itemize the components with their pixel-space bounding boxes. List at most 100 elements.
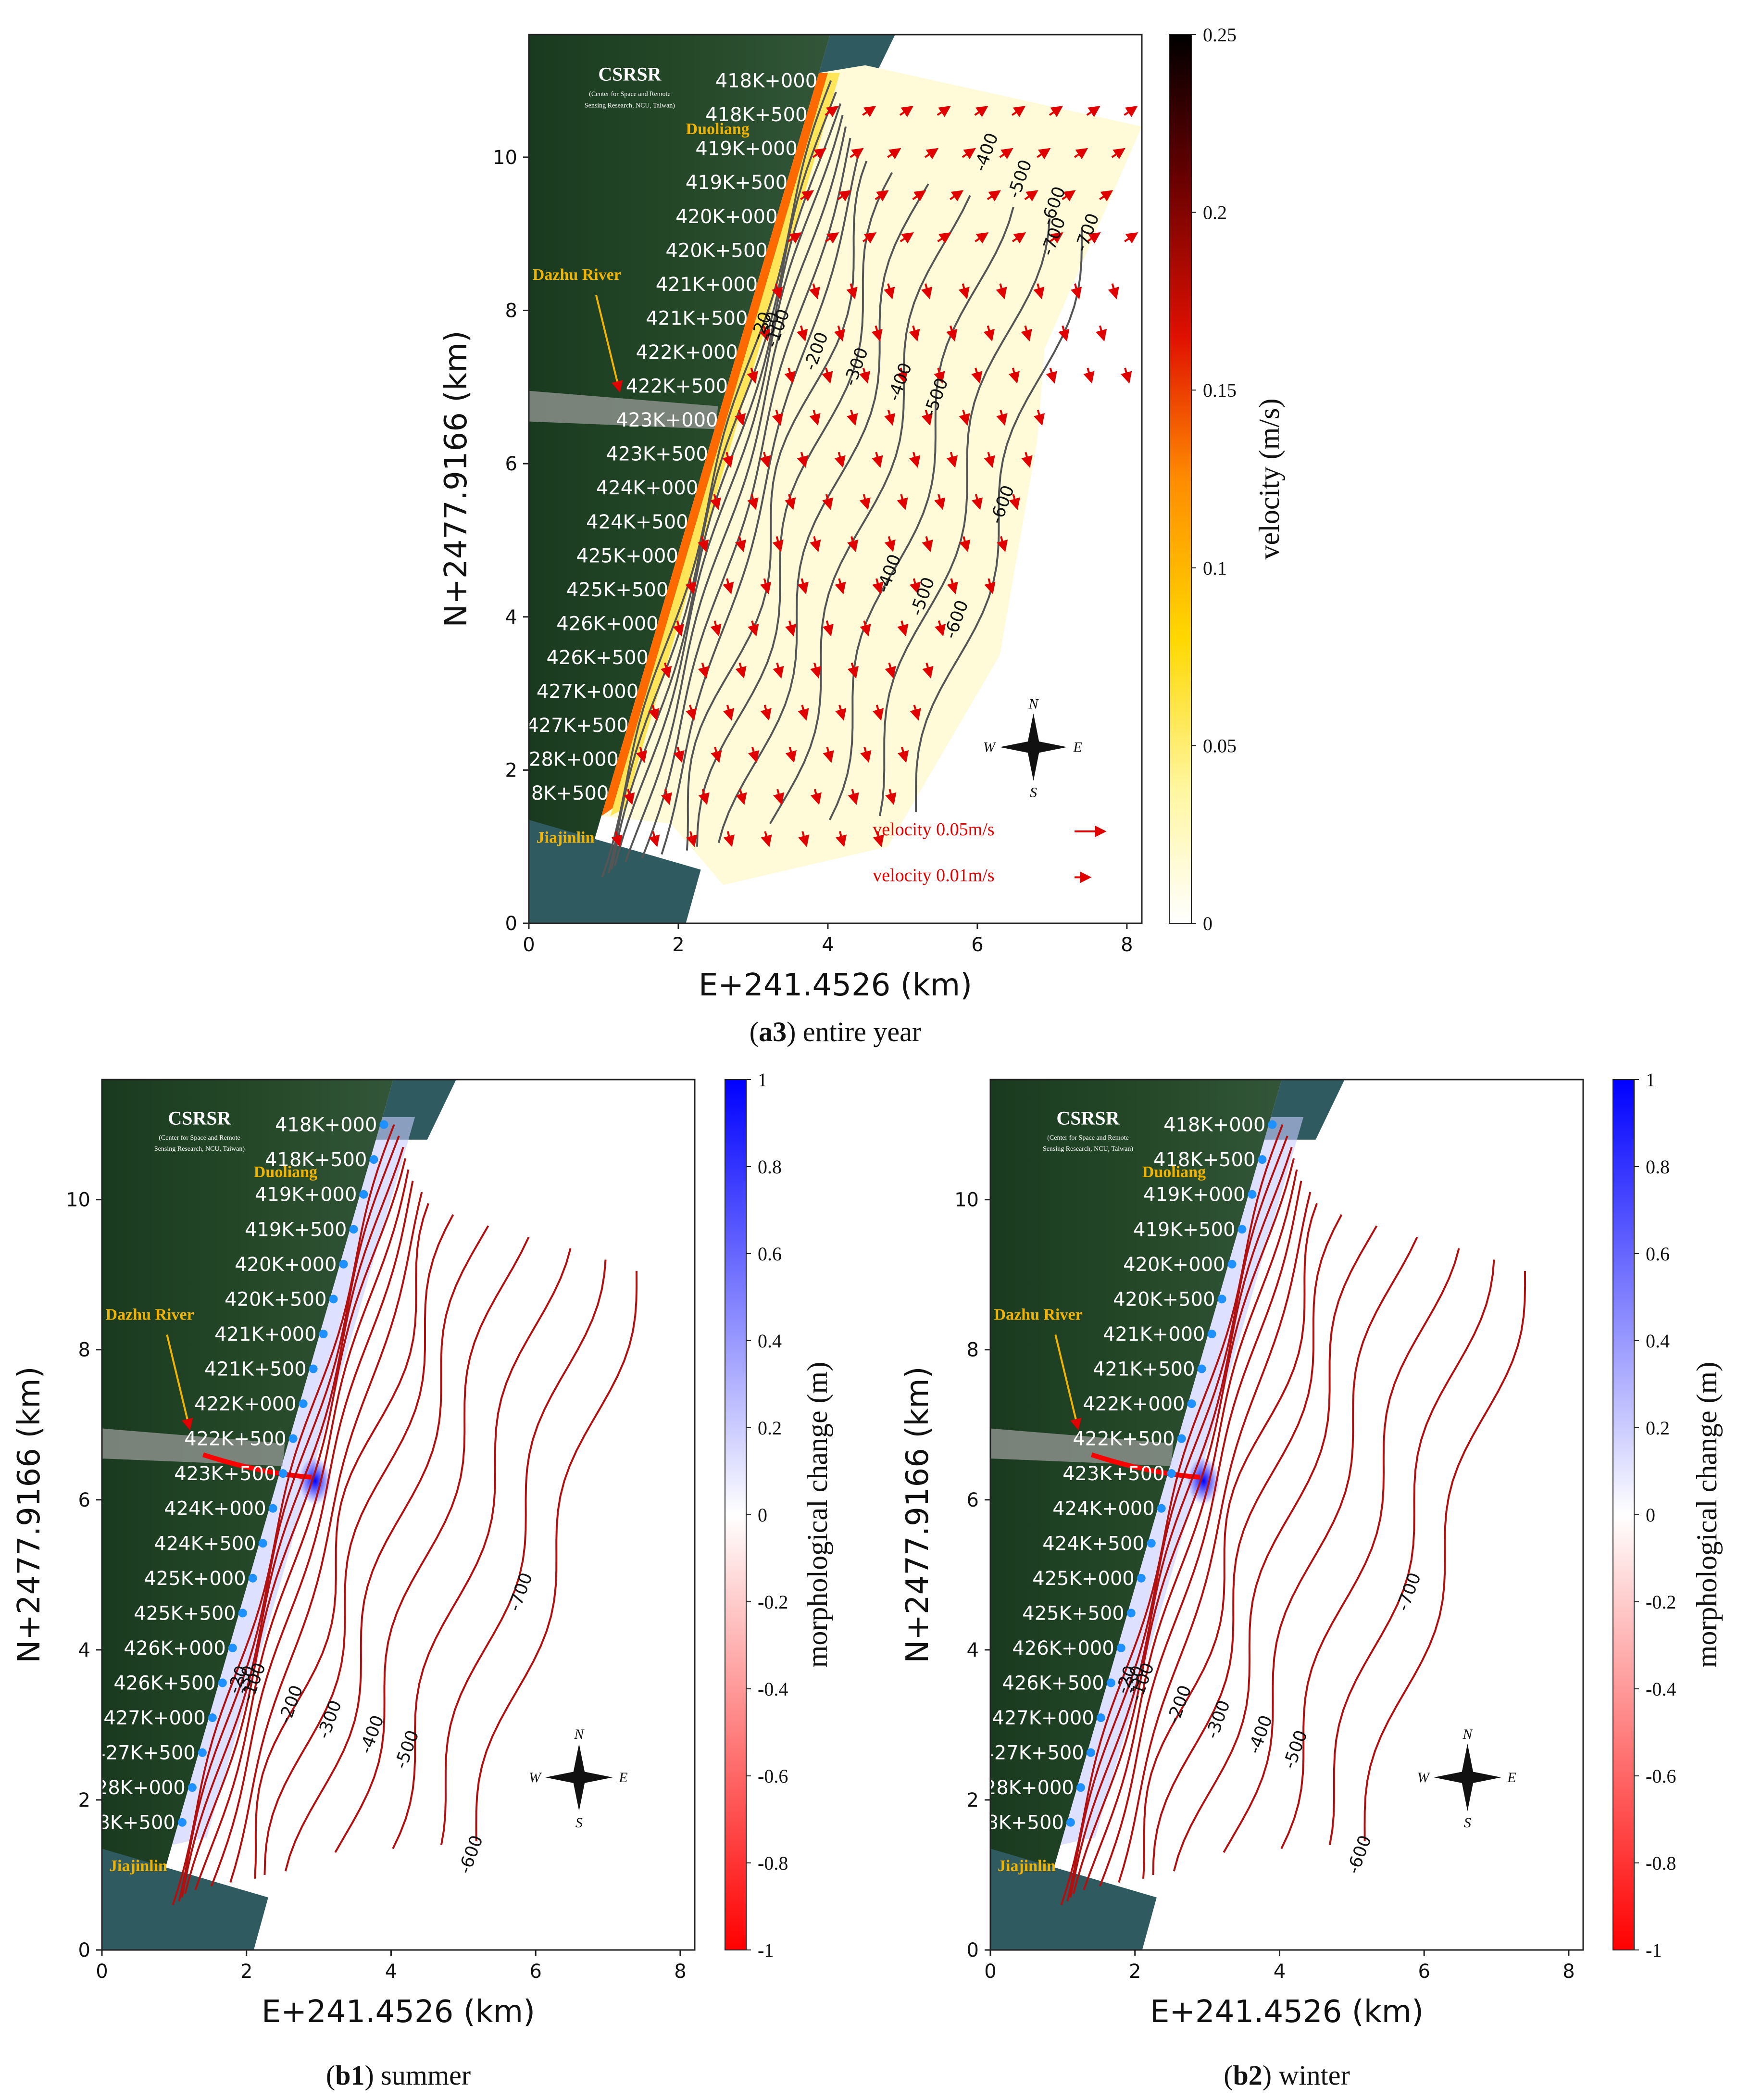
velocity-arrow bbox=[710, 620, 722, 637]
colorbar-tick-label: 1 bbox=[1646, 1069, 1655, 1091]
river-pointer bbox=[1054, 1334, 1082, 1431]
velocity-arrow bbox=[810, 536, 821, 553]
station-label: 424K+000 bbox=[1052, 1498, 1154, 1520]
compass-n: N bbox=[1028, 696, 1039, 712]
velocity-arrow bbox=[997, 536, 1008, 553]
panel-b2: 418K+000418K+500419K+000419K+500420K+000… bbox=[900, 1069, 1723, 2091]
velocity-arrow bbox=[723, 578, 734, 594]
station-label: 427K+500 bbox=[982, 1742, 1084, 1764]
velocity-arrow bbox=[649, 831, 660, 847]
river-pointer bbox=[595, 295, 623, 393]
velocity-arrow bbox=[686, 704, 697, 721]
csrsr-subtitle-1: (Center for Space and Remote bbox=[1047, 1134, 1129, 1142]
station-label: 422K+500 bbox=[626, 376, 728, 398]
velocity-arrow bbox=[772, 410, 783, 426]
velocity-arrow bbox=[873, 831, 884, 847]
velocity-arrow bbox=[1021, 325, 1032, 342]
y-tick-label: 10 bbox=[66, 1189, 90, 1211]
plot-frame bbox=[528, 34, 1143, 924]
velocity-arrow bbox=[872, 704, 884, 721]
legend-arrow-0-01: velocity 0.01m/s bbox=[873, 865, 994, 885]
contour-line bbox=[686, 161, 868, 851]
contour-line bbox=[1152, 1214, 1343, 1875]
velocity-arrow bbox=[875, 190, 889, 201]
morph-river-erosion bbox=[202, 1452, 312, 1480]
velocity-arrow bbox=[934, 494, 946, 510]
compass-n: N bbox=[1462, 1726, 1473, 1742]
station-label: 422K+500 bbox=[1073, 1428, 1175, 1450]
x-tick-label: 8 bbox=[674, 1961, 686, 1983]
y-tick-label: 4 bbox=[78, 1639, 90, 1661]
x-tick-label: 0 bbox=[523, 934, 535, 956]
velocity-arrow bbox=[747, 367, 758, 384]
velocity-arrow bbox=[934, 620, 946, 637]
velocity-arrow bbox=[1009, 494, 1020, 510]
land-area bbox=[102, 1080, 393, 1950]
sea-south bbox=[529, 819, 701, 923]
y-tick-label: 10 bbox=[493, 147, 517, 169]
colorbar-tick-label: -0.4 bbox=[758, 1678, 788, 1700]
contour-line bbox=[1099, 1181, 1302, 1887]
station-dot bbox=[1238, 1225, 1247, 1234]
station-dot bbox=[278, 1469, 288, 1478]
colorbar-tick-label: 0.1 bbox=[1203, 557, 1227, 579]
station-label: 419K+500 bbox=[245, 1219, 347, 1241]
velocity-arrow bbox=[747, 494, 759, 510]
station-dot bbox=[339, 1259, 348, 1269]
station-dot bbox=[1157, 1504, 1166, 1513]
x-tick-label: 6 bbox=[1418, 1961, 1430, 1983]
station-dot bbox=[379, 1120, 388, 1129]
x-axis-title: E+241.4526 (km) bbox=[1150, 1994, 1424, 2030]
contour-line bbox=[178, 1135, 400, 1902]
velocity-arrow bbox=[922, 662, 934, 679]
velocity-arrow bbox=[971, 494, 983, 510]
station-label: 424K+000 bbox=[596, 477, 698, 499]
velocity-arrow bbox=[748, 747, 760, 763]
velocity-arrow bbox=[822, 494, 834, 510]
contour-line bbox=[1073, 1158, 1295, 1894]
station-label: 420K+500 bbox=[1113, 1288, 1215, 1310]
velocity-arrow bbox=[860, 747, 872, 763]
velocity-arrow bbox=[624, 789, 635, 805]
velocity-arrow bbox=[810, 662, 822, 679]
colorbar-tick-label: 0.2 bbox=[1646, 1417, 1670, 1439]
y-axis-title: N+2477.9166 (km) bbox=[900, 1366, 936, 1663]
colorbar-tick-label: -1 bbox=[1646, 1939, 1662, 1961]
station-label: 423K+000 bbox=[616, 409, 718, 431]
station-label: 419K+000 bbox=[255, 1184, 357, 1206]
station-dot bbox=[359, 1190, 368, 1199]
velocity-arrow bbox=[909, 325, 920, 342]
velocity-arrow bbox=[797, 578, 809, 594]
contour-line bbox=[1223, 1236, 1418, 1853]
contour-line bbox=[210, 1181, 414, 1887]
x-tick-label: 0 bbox=[96, 1961, 108, 1983]
velocity-arrow bbox=[984, 578, 996, 594]
x-tick-label: 6 bbox=[529, 1961, 541, 1983]
station-dot bbox=[188, 1783, 197, 1792]
contour-line bbox=[717, 183, 929, 843]
velocity-arrow bbox=[921, 410, 933, 426]
y-tick-label: 8 bbox=[967, 1339, 979, 1361]
station-dot bbox=[1207, 1329, 1216, 1338]
plot-frame bbox=[101, 1079, 696, 1951]
velocity-arrow bbox=[897, 747, 909, 763]
station-dot bbox=[1076, 1783, 1085, 1792]
velocity-arrow bbox=[862, 106, 876, 117]
velocity-arrow bbox=[996, 410, 1008, 426]
station-label: 421K+500 bbox=[204, 1358, 306, 1381]
plot-content: 418K+000 418K+500 419K+000 419K+500 420K+000… bbox=[102, 1080, 638, 1950]
velocity-arrow bbox=[1124, 232, 1138, 244]
x-axis-title: E+241.4526 (km) bbox=[699, 968, 972, 1003]
sea-south bbox=[102, 1849, 268, 1950]
velocity-arrow bbox=[735, 662, 747, 679]
colorbar-tick-label: 0 bbox=[758, 1504, 767, 1526]
velocity-arrow bbox=[959, 410, 970, 426]
velocity-arrow bbox=[798, 831, 810, 847]
velocity-arrow bbox=[884, 283, 895, 300]
panel-caption: (a3) entire year bbox=[750, 1016, 921, 1047]
velocity-arrow bbox=[846, 283, 858, 300]
velocity-arrow bbox=[771, 283, 783, 300]
velocity-arrow bbox=[1008, 367, 1020, 384]
csrsr-subtitle-2: Sensing Research, NCU, Taiwan) bbox=[585, 102, 675, 109]
station-label: 418K+000 bbox=[1163, 1114, 1265, 1136]
